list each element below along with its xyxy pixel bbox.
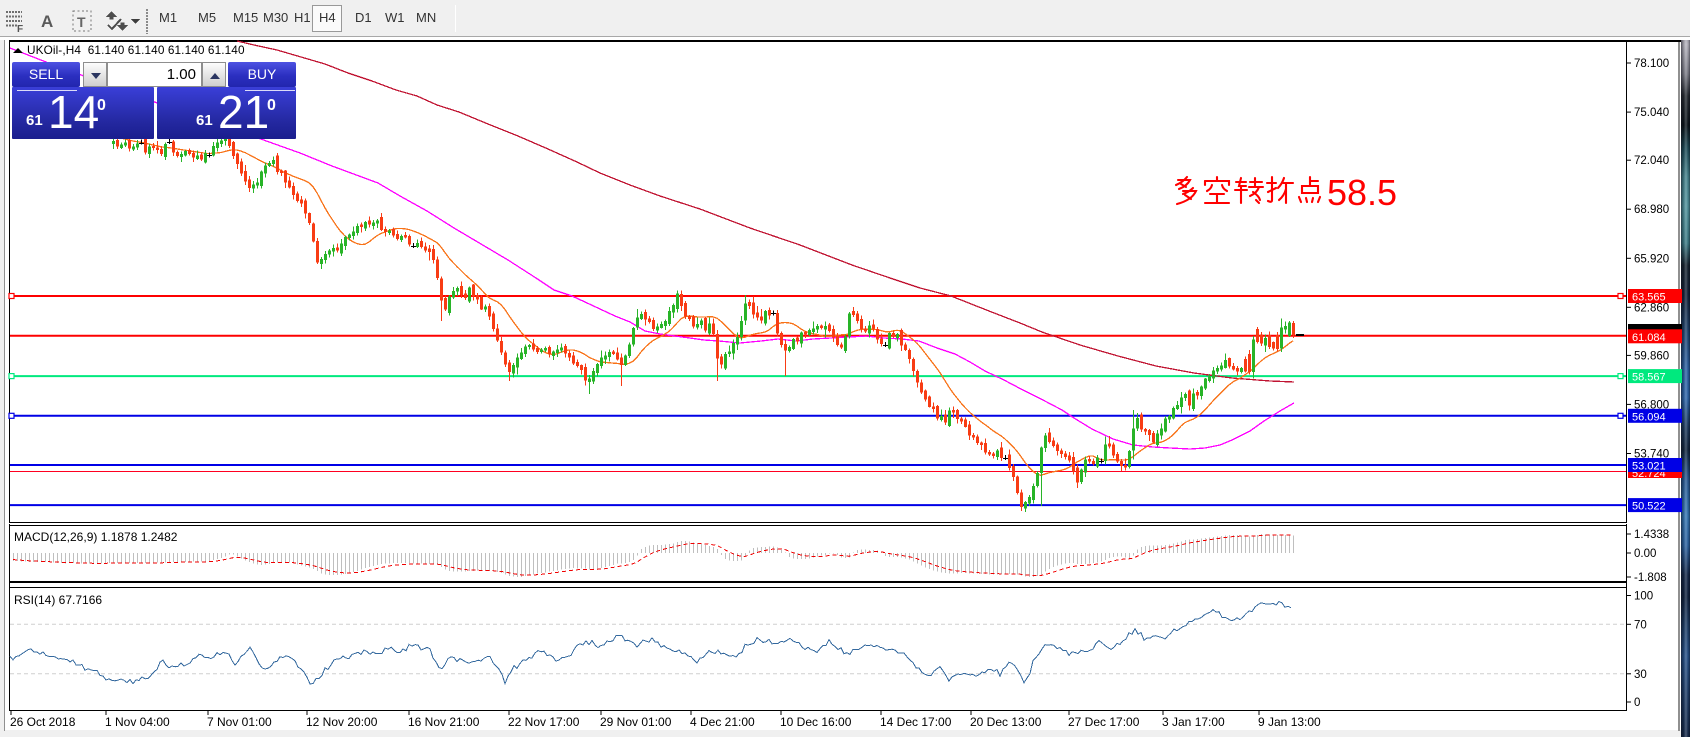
svg-text:4 Dec 21:00: 4 Dec 21:00: [690, 715, 755, 729]
svg-text:63.565: 63.565: [1632, 292, 1666, 304]
svg-text:RSI(14) 67.7166: RSI(14) 67.7166: [14, 593, 102, 607]
svg-text:61.084: 61.084: [1632, 332, 1666, 344]
svg-text:14 Dec 17:00: 14 Dec 17:00: [880, 715, 952, 729]
svg-text:26 Oct 2018: 26 Oct 2018: [10, 715, 76, 729]
svg-text:0: 0: [1634, 697, 1640, 709]
svg-text:F: F: [17, 24, 23, 35]
svg-text:72.040: 72.040: [1634, 155, 1669, 167]
svg-text:1 Nov 04:00: 1 Nov 04:00: [105, 715, 170, 729]
svg-text:3 Jan 17:00: 3 Jan 17:00: [1162, 715, 1225, 729]
svg-text:53.021: 53.021: [1632, 461, 1666, 473]
svg-text:50.522: 50.522: [1632, 501, 1666, 513]
svg-text:58.5: 58.5: [1327, 172, 1397, 213]
svg-text:1.4338: 1.4338: [1634, 529, 1669, 541]
svg-text:12 Nov 20:00: 12 Nov 20:00: [306, 715, 378, 729]
svg-text:-1.808: -1.808: [1634, 572, 1667, 584]
svg-text:30: 30: [1634, 669, 1647, 681]
svg-text:10 Dec 16:00: 10 Dec 16:00: [780, 715, 852, 729]
svg-text:0.00: 0.00: [1634, 548, 1656, 560]
svg-text:29 Nov 01:00: 29 Nov 01:00: [600, 715, 672, 729]
svg-text:65.920: 65.920: [1634, 253, 1669, 265]
svg-text:27 Dec 17:00: 27 Dec 17:00: [1068, 715, 1140, 729]
svg-text:20 Dec 13:00: 20 Dec 13:00: [970, 715, 1042, 729]
svg-text:56.800: 56.800: [1634, 399, 1669, 411]
svg-text:70: 70: [1634, 619, 1647, 631]
svg-text:56.094: 56.094: [1632, 411, 1666, 423]
svg-text:22 Nov 17:00: 22 Nov 17:00: [508, 715, 580, 729]
svg-text:75.040: 75.040: [1634, 107, 1669, 119]
svg-text:T: T: [77, 14, 86, 30]
svg-text:68.980: 68.980: [1634, 204, 1669, 216]
svg-text:A: A: [41, 12, 53, 31]
svg-text:7 Nov 01:00: 7 Nov 01:00: [207, 715, 272, 729]
svg-text:62.860: 62.860: [1634, 302, 1669, 314]
svg-text:53.740: 53.740: [1634, 449, 1669, 461]
svg-text:MACD(12,26,9) 1.1878 1.2482: MACD(12,26,9) 1.1878 1.2482: [14, 530, 178, 544]
svg-text:UKOil-,H4 61.140 61.140 61.14: UKOil-,H4 61.140 61.140 61.140 61.140: [27, 43, 245, 57]
svg-text:9 Jan 13:00: 9 Jan 13:00: [1258, 715, 1321, 729]
svg-text:58.567: 58.567: [1632, 372, 1666, 384]
svg-text:16 Nov 21:00: 16 Nov 21:00: [408, 715, 480, 729]
svg-text:78.100: 78.100: [1634, 58, 1669, 70]
svg-text:100: 100: [1634, 591, 1653, 603]
svg-text:59.860: 59.860: [1634, 350, 1669, 362]
